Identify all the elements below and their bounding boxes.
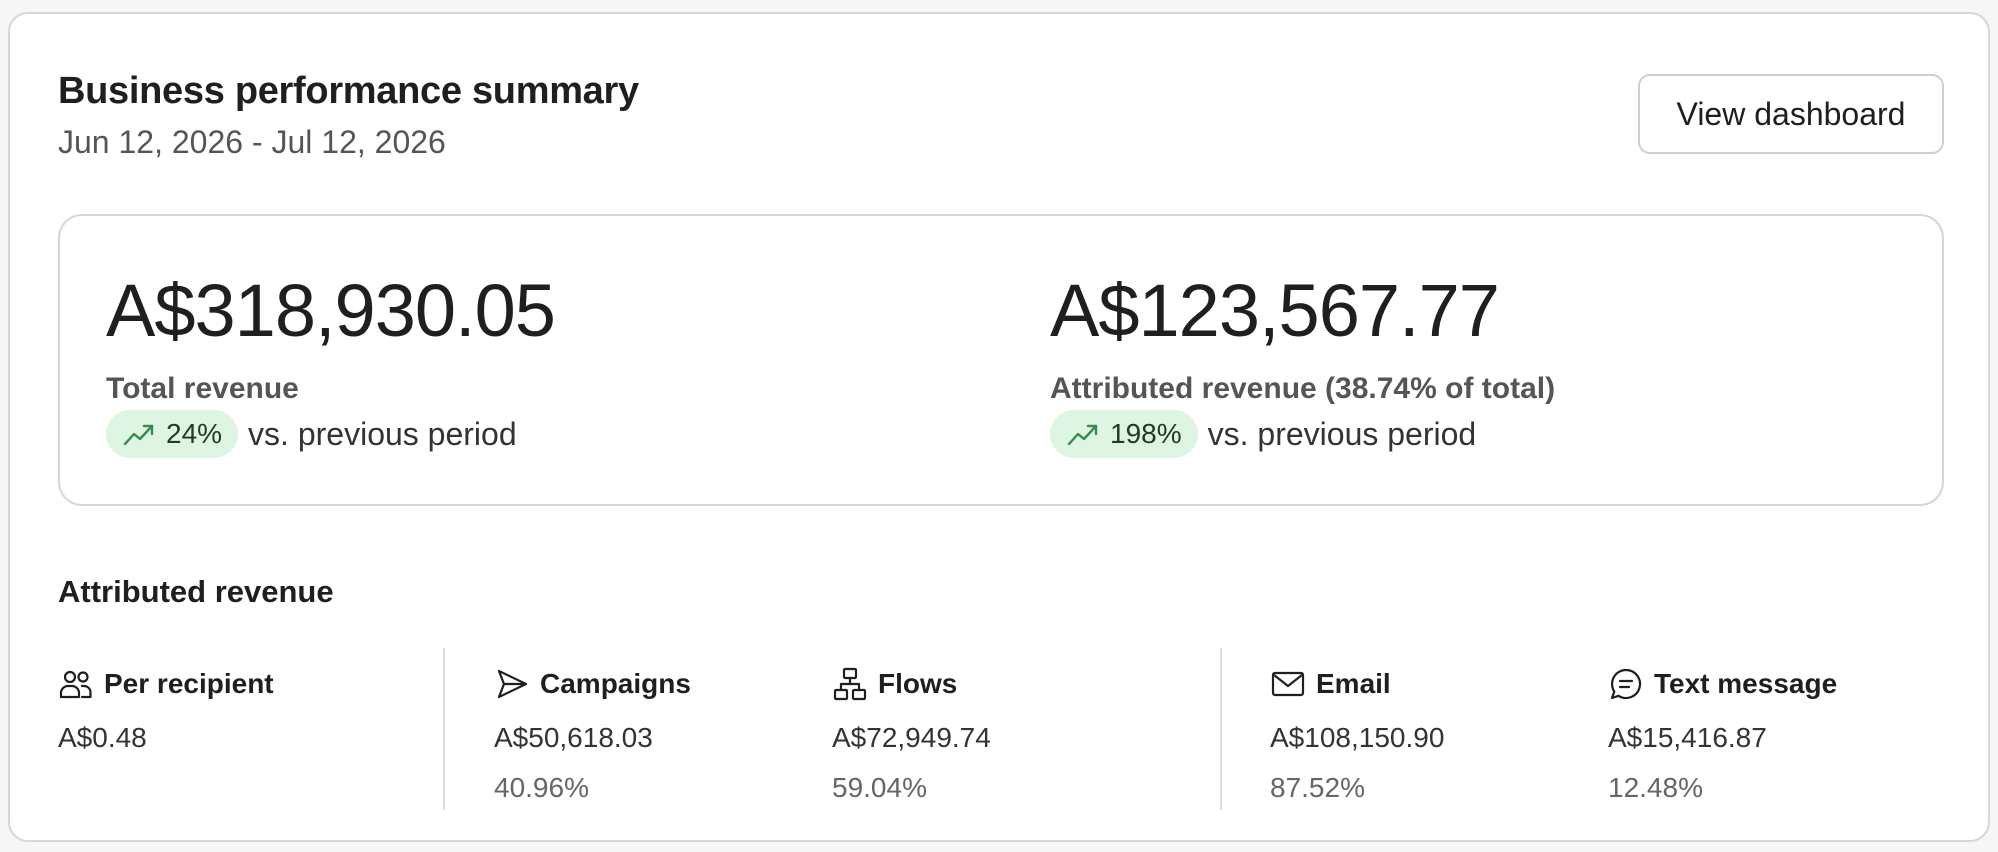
trend-comparison-text: vs. previous period (1207, 415, 1477, 452)
attributed-revenue-label: Attributed revenue (38.74% of total) (1050, 372, 1556, 405)
revenue-summary-box: A$318,930.05 Total revenue 24% vs. previ… (58, 214, 1944, 506)
date-range: Jun 12, 2026 - Jul 12, 2026 (58, 124, 446, 160)
attributed-revenue-value: A$123,567.77 (1050, 269, 1500, 352)
stat-label: Per recipient (104, 668, 274, 699)
attributed-revenue-trend: 198% vs. previous period (1050, 410, 1476, 458)
trend-up-icon (122, 420, 156, 448)
trend-comparison-text: vs. previous period (248, 415, 517, 452)
column-divider (443, 648, 445, 810)
send-icon (494, 666, 530, 702)
total-revenue-label: Total revenue (106, 372, 299, 405)
stat-value: A$72,949.74 (832, 722, 991, 753)
attributed-revenue-section-title: Attributed revenue (58, 574, 334, 609)
stat-value: A$108,150.90 (1270, 722, 1445, 753)
flow-icon (832, 666, 868, 702)
total-revenue-value: A$318,930.05 (106, 269, 556, 352)
column-divider (1220, 648, 1222, 810)
view-dashboard-button[interactable]: View dashboard (1638, 74, 1944, 154)
trend-percent: 198% (1110, 418, 1182, 449)
stat-value: A$50,618.03 (494, 722, 653, 753)
stat-value: A$15,416.87 (1608, 722, 1767, 753)
stat-email: Email A$108,150.90 87.52% (1270, 664, 1444, 804)
envelope-icon (1270, 666, 1306, 702)
stat-label: Flows (878, 668, 958, 699)
stat-label: Text message (1654, 668, 1838, 699)
business-performance-card: Business performance summary Jun 12, 202… (8, 12, 1990, 842)
stat-text-message: Text message A$15,416.87 12.48% (1608, 664, 1837, 804)
stat-percent: 12.48% (1608, 772, 1703, 803)
trend-up-icon (1066, 420, 1100, 448)
total-revenue-trend: 24% vs. previous period (106, 410, 517, 458)
page-title: Business performance summary (58, 70, 639, 112)
people-icon (58, 666, 94, 702)
trend-badge: 24% (106, 410, 239, 458)
stat-flows: Flows A$72,949.74 59.04% (832, 664, 991, 804)
stat-value: A$0.48 (58, 722, 147, 753)
stat-campaigns: Campaigns A$50,618.03 40.96% (494, 664, 691, 804)
stat-percent: 87.52% (1270, 772, 1365, 803)
stat-percent: 40.96% (494, 772, 589, 803)
stat-percent: 59.04% (832, 772, 927, 803)
trend-badge: 198% (1050, 410, 1198, 458)
chat-icon (1608, 666, 1644, 702)
stat-per-recipient: Per recipient A$0.48 (58, 664, 274, 754)
trend-percent: 24% (166, 418, 223, 449)
stat-label: Campaigns (540, 668, 691, 699)
stat-label: Email (1316, 668, 1391, 699)
